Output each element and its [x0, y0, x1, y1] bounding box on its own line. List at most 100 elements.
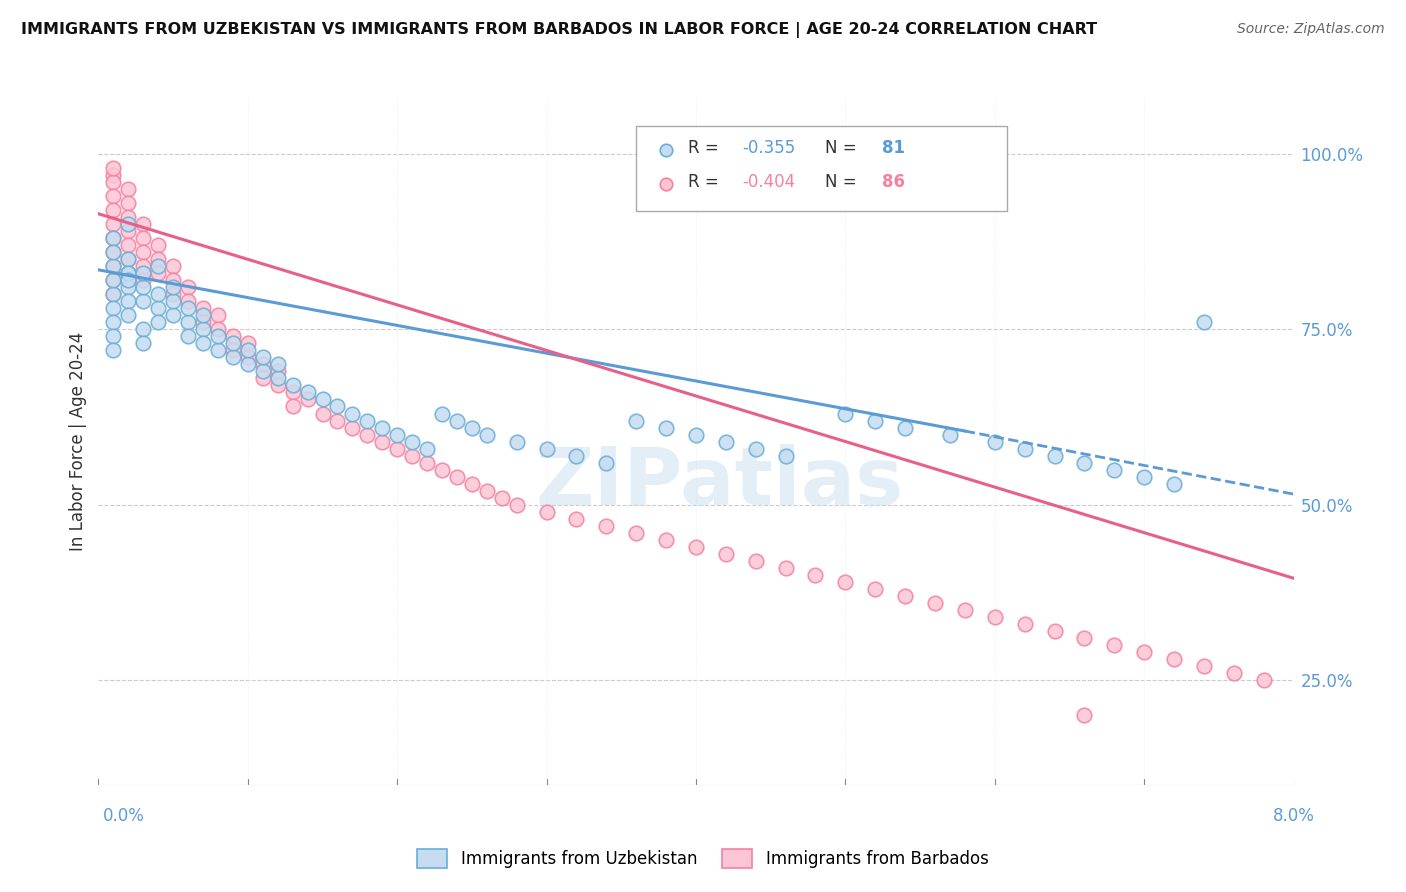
Point: [177, 315, 200, 329]
Text: ZIPatlas: ZIPatlas: [536, 443, 904, 522]
Point: [117, 196, 139, 211]
Point: [103, 245, 125, 260]
Point: [953, 603, 976, 617]
Point: [252, 371, 274, 385]
Point: [148, 266, 170, 280]
Text: N =: N =: [825, 138, 862, 157]
Point: [148, 301, 170, 316]
Point: [117, 309, 139, 323]
Point: [1073, 707, 1095, 722]
Point: [1014, 616, 1036, 631]
Point: [103, 301, 125, 316]
Point: [103, 189, 125, 203]
Point: [267, 364, 290, 378]
Point: [624, 413, 647, 427]
Point: [117, 294, 139, 309]
Point: [222, 329, 245, 343]
Point: [834, 407, 856, 421]
Point: [281, 400, 304, 414]
Point: [177, 280, 200, 294]
Point: [685, 540, 707, 554]
Point: [191, 322, 214, 336]
Point: [236, 343, 259, 358]
Point: [1043, 449, 1066, 463]
Point: [1192, 315, 1215, 329]
Point: [311, 407, 333, 421]
Point: [624, 525, 647, 540]
Point: [267, 371, 290, 385]
Text: 86: 86: [883, 173, 905, 191]
Point: [191, 336, 214, 351]
Text: R =: R =: [688, 138, 724, 157]
Point: [506, 434, 529, 449]
Point: [117, 266, 139, 280]
Point: [416, 456, 439, 470]
Point: [416, 442, 439, 456]
Y-axis label: In Labor Force | Age 20-24: In Labor Force | Age 20-24: [69, 332, 87, 551]
Point: [103, 231, 125, 245]
Point: [132, 231, 155, 245]
Point: [103, 315, 125, 329]
Point: [252, 364, 274, 378]
Point: [430, 462, 453, 476]
Text: IMMIGRANTS FROM UZBEKISTAN VS IMMIGRANTS FROM BARBADOS IN LABOR FORCE | AGE 20-2: IMMIGRANTS FROM UZBEKISTAN VS IMMIGRANTS…: [21, 22, 1097, 38]
Point: [401, 434, 423, 449]
Point: [222, 336, 245, 351]
Point: [1133, 645, 1156, 659]
Point: [356, 413, 378, 427]
Point: [536, 505, 558, 519]
Point: [1163, 476, 1185, 491]
Point: [326, 400, 349, 414]
Point: [655, 420, 678, 434]
Point: [103, 245, 125, 260]
Point: [103, 329, 125, 343]
Point: [446, 469, 468, 483]
Text: -0.355: -0.355: [742, 138, 796, 157]
Point: [281, 385, 304, 400]
Point: [385, 427, 409, 442]
Point: [714, 547, 737, 561]
Point: [177, 294, 200, 309]
Point: [267, 358, 290, 372]
Point: [162, 273, 184, 287]
Point: [371, 420, 394, 434]
Point: [401, 449, 423, 463]
Point: [207, 309, 229, 323]
Point: [222, 343, 245, 358]
Point: [103, 168, 125, 182]
Point: [117, 280, 139, 294]
Point: [804, 567, 827, 582]
Point: [565, 449, 588, 463]
Point: [1102, 462, 1125, 476]
Point: [148, 238, 170, 252]
Point: [103, 260, 125, 274]
Point: [162, 280, 184, 294]
Point: [565, 511, 588, 525]
Point: [894, 420, 917, 434]
Point: [461, 476, 484, 491]
Point: [655, 533, 678, 547]
Point: [297, 392, 319, 407]
Point: [595, 518, 617, 533]
Point: [117, 217, 139, 231]
Point: [103, 161, 125, 176]
Point: [595, 456, 617, 470]
Point: [385, 442, 409, 456]
Point: [103, 260, 125, 274]
Point: [117, 266, 139, 280]
Point: [475, 483, 498, 498]
Point: [207, 343, 229, 358]
Point: [132, 280, 155, 294]
Point: [491, 491, 513, 505]
Point: [356, 427, 378, 442]
Point: [745, 442, 768, 456]
Text: 0.0%: 0.0%: [103, 807, 145, 825]
Point: [132, 260, 155, 274]
Point: [236, 351, 259, 365]
Point: [177, 329, 200, 343]
Point: [162, 294, 184, 309]
Text: R =: R =: [688, 173, 724, 191]
Point: [1043, 624, 1066, 638]
Point: [132, 217, 155, 231]
Point: [1102, 638, 1125, 652]
